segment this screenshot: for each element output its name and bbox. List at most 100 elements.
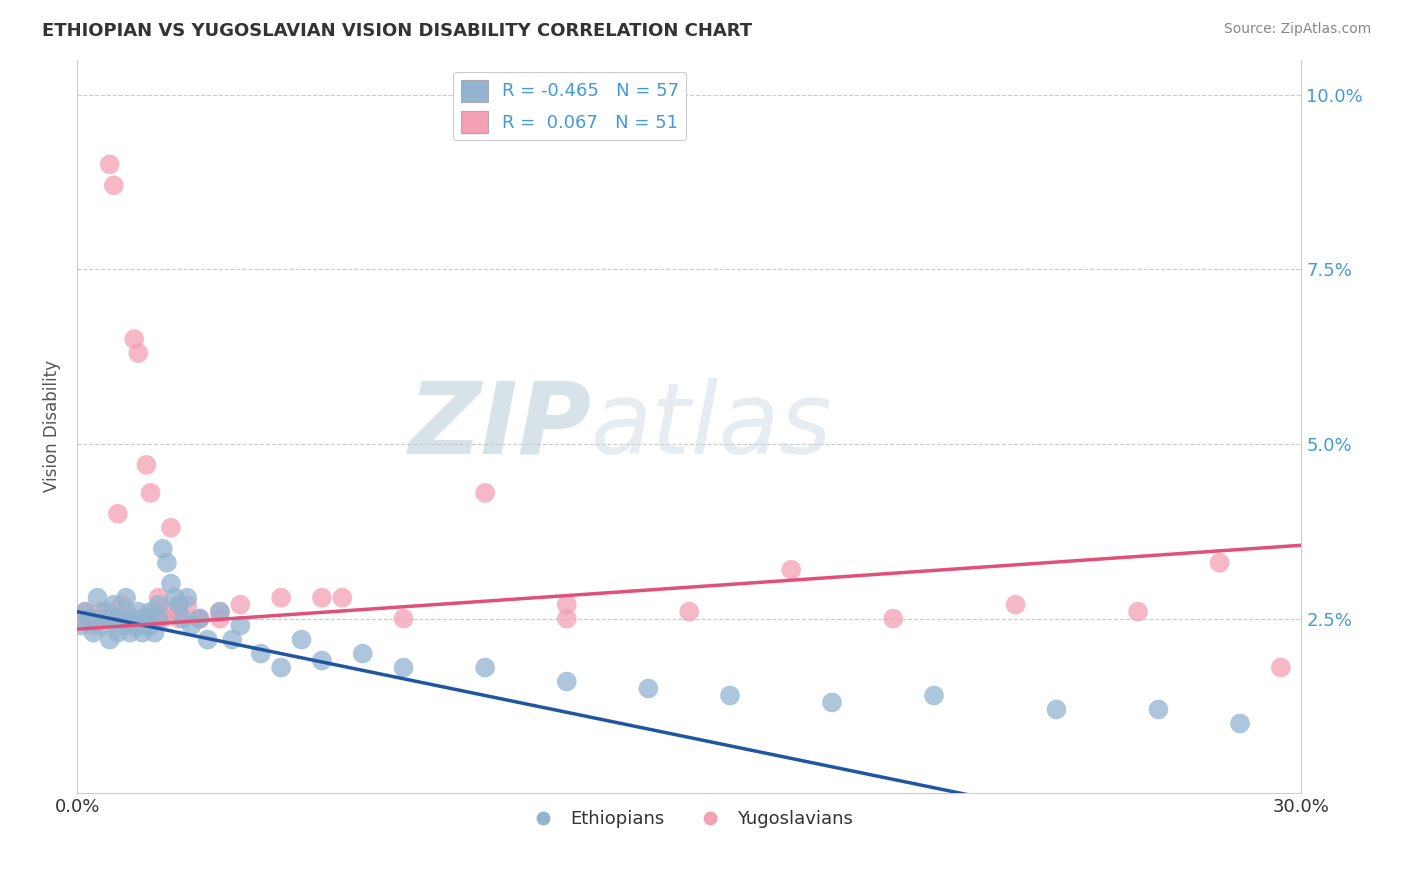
Point — [718, 689, 741, 703]
Point — [555, 612, 578, 626]
Point — [208, 605, 231, 619]
Point — [249, 647, 271, 661]
Point — [821, 696, 844, 710]
Point — [167, 605, 190, 619]
Point — [103, 178, 125, 193]
Point — [229, 598, 252, 612]
Point — [637, 681, 659, 696]
Point — [70, 612, 93, 626]
Point — [127, 346, 149, 360]
Point — [1004, 598, 1026, 612]
Point — [139, 486, 162, 500]
Point — [392, 612, 415, 626]
Point — [86, 612, 108, 626]
Point — [98, 612, 121, 626]
Point — [474, 660, 496, 674]
Point — [107, 507, 129, 521]
Point — [98, 632, 121, 647]
Point — [1229, 716, 1251, 731]
Point — [152, 612, 174, 626]
Point — [290, 632, 312, 647]
Point — [94, 605, 117, 619]
Point — [120, 612, 142, 626]
Point — [115, 591, 138, 605]
Point — [94, 612, 117, 626]
Point — [148, 612, 170, 626]
Point — [1147, 702, 1170, 716]
Point — [352, 647, 374, 661]
Point — [176, 591, 198, 605]
Point — [270, 591, 292, 605]
Point — [143, 625, 166, 640]
Point — [163, 591, 186, 605]
Point — [120, 612, 142, 626]
Point — [70, 618, 93, 632]
Point — [882, 612, 904, 626]
Point — [188, 612, 211, 626]
Point — [167, 598, 190, 612]
Point — [474, 486, 496, 500]
Point — [90, 605, 112, 619]
Point — [120, 625, 142, 640]
Point — [188, 612, 211, 626]
Point — [98, 157, 121, 171]
Point — [922, 689, 945, 703]
Point — [143, 605, 166, 619]
Point — [1270, 660, 1292, 674]
Point — [107, 612, 129, 626]
Point — [148, 598, 170, 612]
Point — [135, 458, 157, 472]
Point — [163, 605, 186, 619]
Point — [221, 632, 243, 647]
Point — [131, 612, 153, 626]
Point — [131, 625, 153, 640]
Point — [75, 605, 97, 619]
Point — [107, 625, 129, 640]
Point — [122, 618, 145, 632]
Point — [555, 598, 578, 612]
Point — [270, 660, 292, 674]
Point — [127, 618, 149, 632]
Text: atlas: atlas — [592, 378, 832, 475]
Point — [188, 612, 211, 626]
Point — [111, 618, 134, 632]
Point — [115, 612, 138, 626]
Point — [148, 612, 170, 626]
Point — [311, 591, 333, 605]
Point — [135, 612, 157, 626]
Point — [780, 563, 803, 577]
Point — [156, 605, 179, 619]
Point — [107, 612, 129, 626]
Point — [1045, 702, 1067, 716]
Point — [1208, 556, 1230, 570]
Point — [208, 605, 231, 619]
Point — [392, 660, 415, 674]
Point — [167, 612, 190, 626]
Point — [139, 618, 162, 632]
Point — [120, 612, 142, 626]
Legend: Ethiopians, Yugoslavians: Ethiopians, Yugoslavians — [519, 803, 860, 836]
Text: Source: ZipAtlas.com: Source: ZipAtlas.com — [1223, 22, 1371, 37]
Text: ETHIOPIAN VS YUGOSLAVIAN VISION DISABILITY CORRELATION CHART: ETHIOPIAN VS YUGOSLAVIAN VISION DISABILI… — [42, 22, 752, 40]
Point — [79, 612, 101, 626]
Point — [103, 598, 125, 612]
Point — [131, 612, 153, 626]
Point — [160, 576, 183, 591]
Point — [135, 618, 157, 632]
Point — [678, 605, 700, 619]
Point — [229, 618, 252, 632]
Point — [197, 632, 219, 647]
Point — [131, 612, 153, 626]
Point — [82, 618, 104, 632]
Point — [208, 612, 231, 626]
Point — [152, 541, 174, 556]
Point — [115, 605, 138, 619]
Point — [1126, 605, 1149, 619]
Point — [311, 654, 333, 668]
Point — [98, 612, 121, 626]
Point — [180, 618, 202, 632]
Point — [176, 598, 198, 612]
Point — [82, 625, 104, 640]
Point — [122, 332, 145, 346]
Point — [127, 605, 149, 619]
